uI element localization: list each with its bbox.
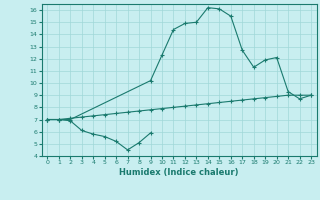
X-axis label: Humidex (Indice chaleur): Humidex (Indice chaleur) [119, 168, 239, 177]
